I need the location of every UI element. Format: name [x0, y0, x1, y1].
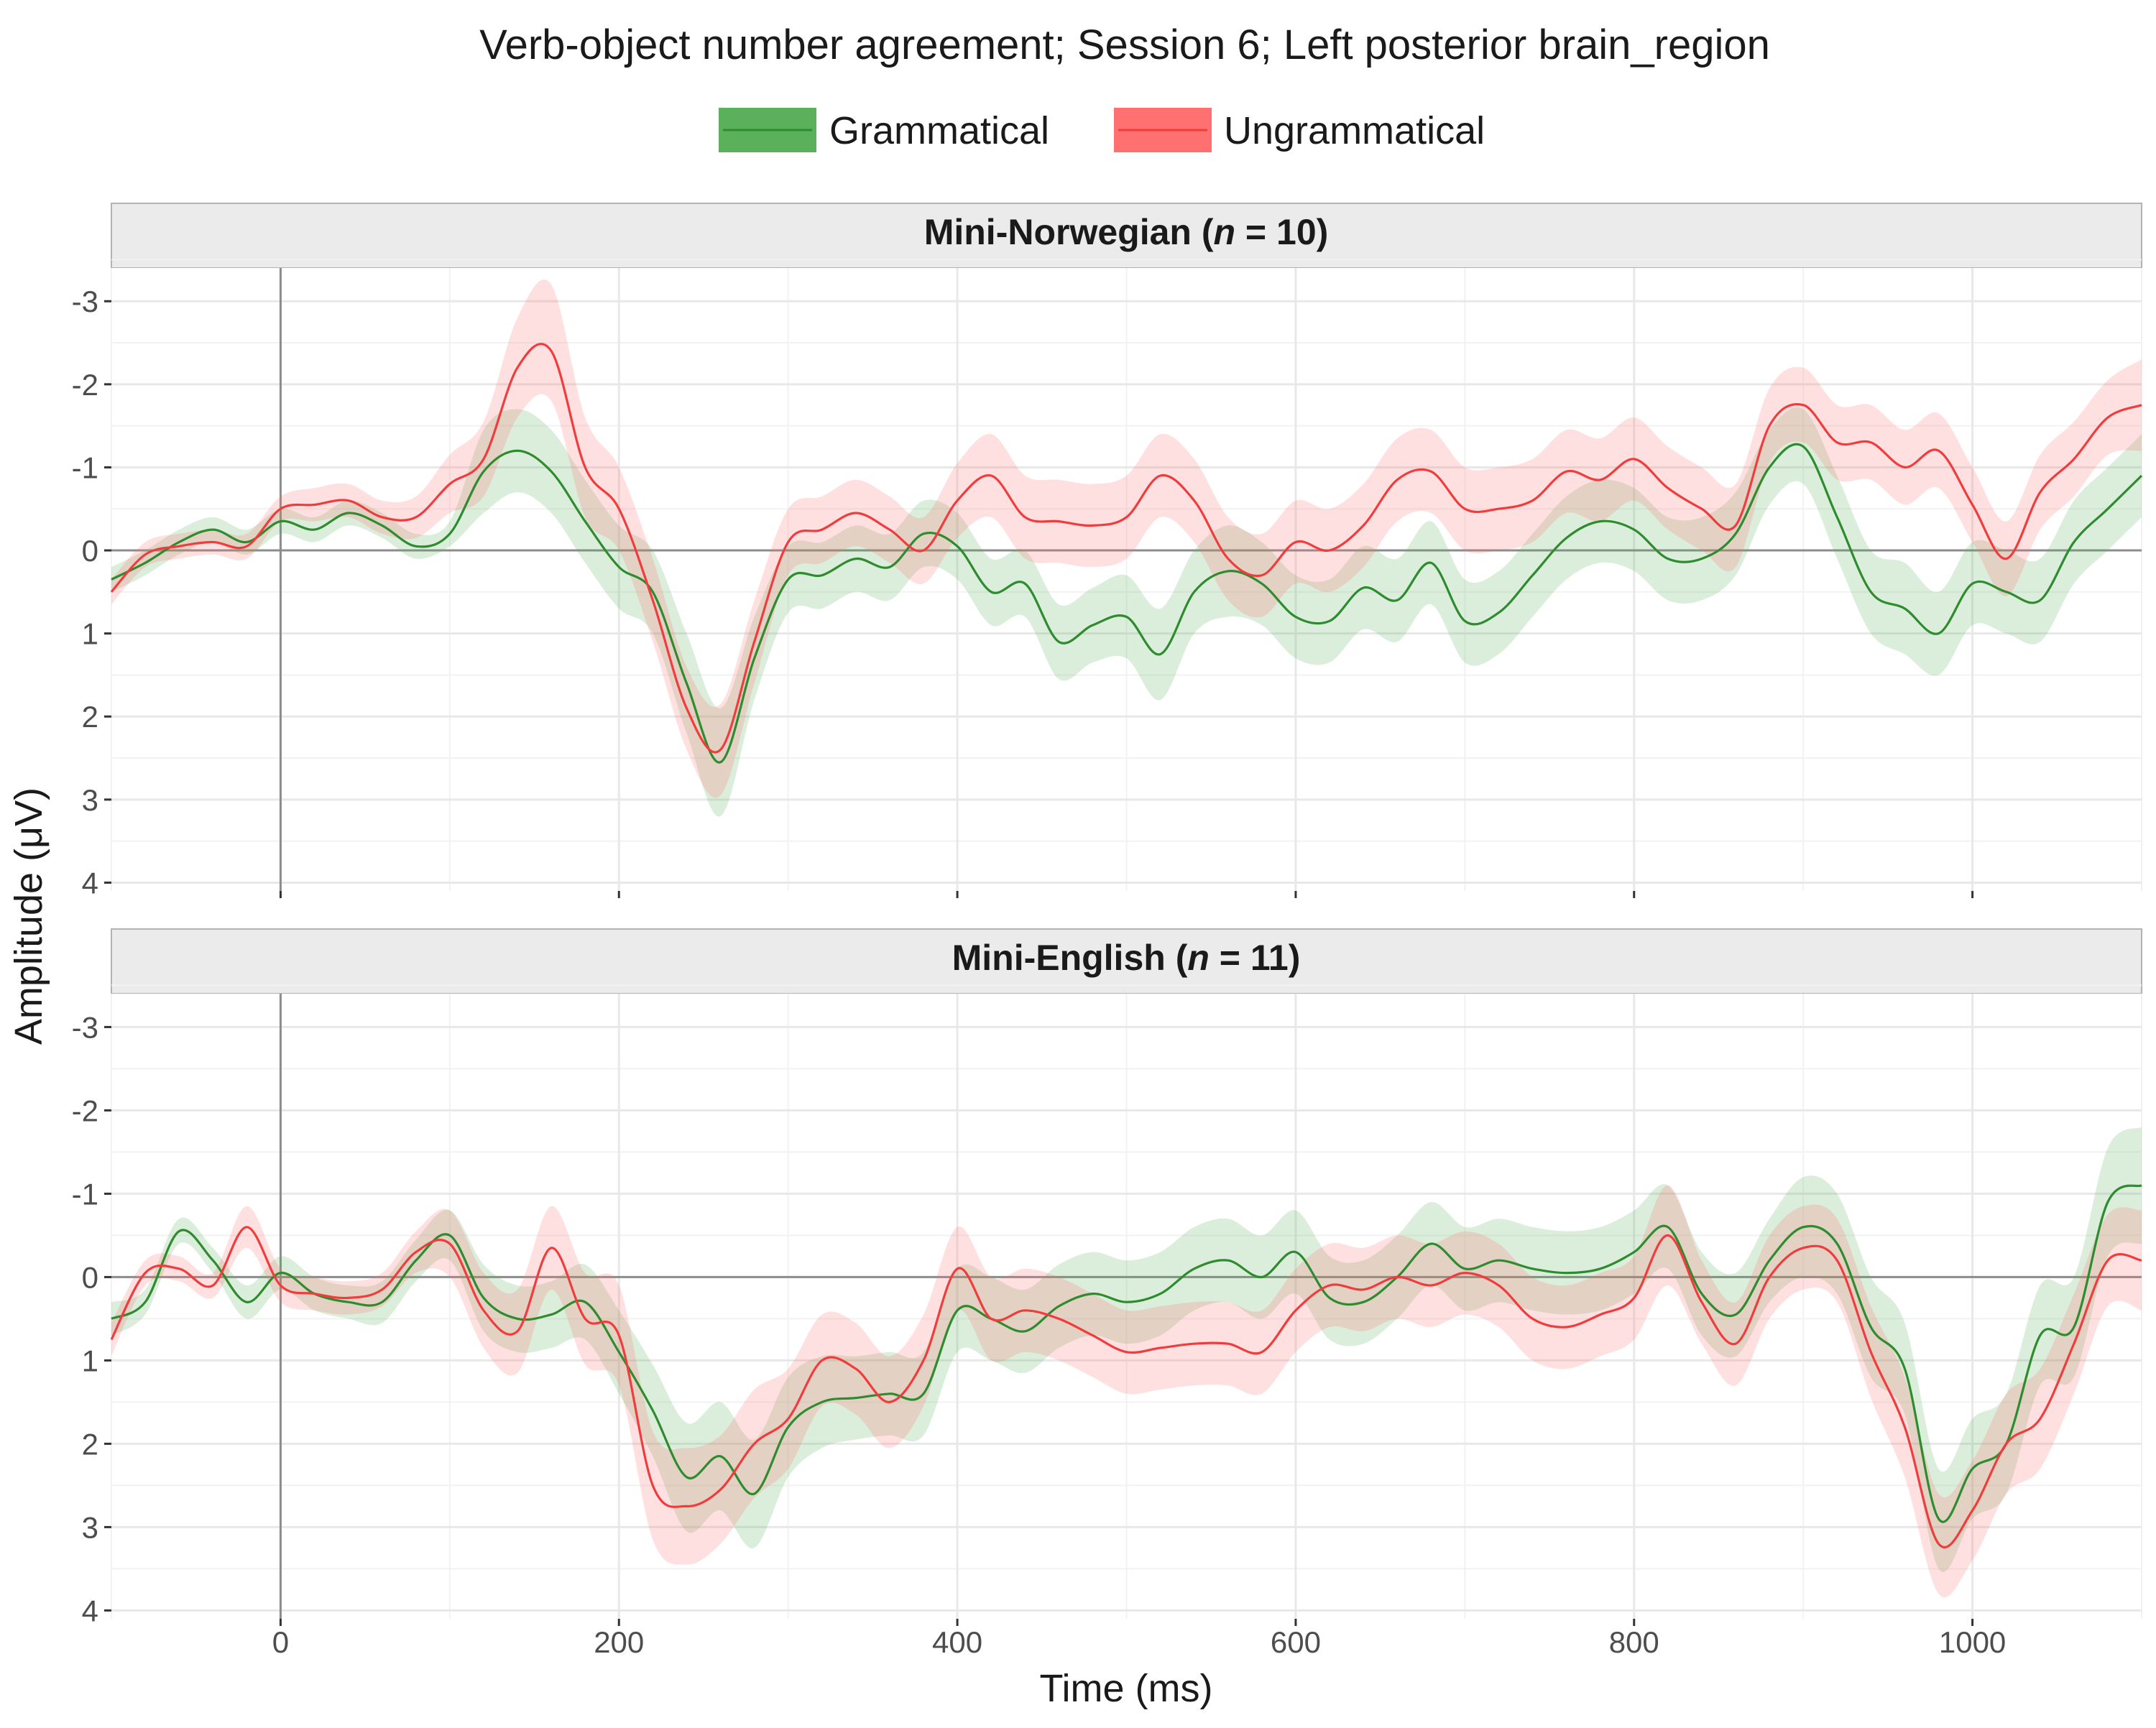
panel-strip-english: Mini-English (n = 11): [111, 928, 2142, 994]
x-tick-label: 400: [932, 1625, 982, 1659]
y-tick-label: 4: [82, 866, 98, 900]
x-tick-label: 0: [272, 1625, 289, 1659]
y-tick-label: -2: [72, 368, 98, 402]
line-norwegian-grammatical: [111, 443, 2143, 764]
x-tick-label: 1000: [1939, 1625, 2006, 1659]
ribbon-norwegian-ungrammatical: [111, 279, 2142, 798]
y-tick-label: 0: [82, 1260, 98, 1294]
panel-title-norwegian: Mini-Norwegian (n = 10): [924, 212, 1329, 252]
x-tick-label: 800: [1609, 1625, 1659, 1659]
line-norwegian-ungrammatical: [110, 343, 2142, 754]
y-tick-label: 2: [82, 1427, 98, 1461]
legend-item-ungrammatical: Ungrammatical: [1114, 108, 1485, 152]
ribbon-english-ungrammatical: [111, 1185, 2142, 1598]
line-english-ungrammatical: [110, 1226, 2142, 1548]
panel-english: -3 -2 -1 0 1 2 3 4 0 200 400 600 800 1000: [72, 984, 2142, 1659]
legend: Grammatical Ungrammatical: [719, 108, 1485, 152]
y-tick-label: -2: [72, 1094, 98, 1127]
x-tick-label: 200: [594, 1625, 644, 1659]
y-tick-label: 1: [82, 617, 98, 651]
panel-norwegian: -3 -2 -1 0 1 2 3 4: [72, 259, 2143, 900]
panel-title-english: Mini-English (n = 11): [952, 938, 1301, 978]
y-tick-label: -1: [72, 451, 98, 484]
y-tick-label: 2: [82, 700, 98, 734]
x-tick-label: 600: [1271, 1625, 1321, 1659]
ribbon-norwegian-grammatical: [111, 407, 2142, 817]
panel-strip-norwegian: Mini-Norwegian (n = 10): [111, 203, 2142, 269]
x-axis-title: Time (ms): [1040, 1667, 1213, 1710]
y-tick-label: -3: [72, 1010, 98, 1044]
chart-title: Verb-object number agreement; Session 6;…: [479, 22, 1770, 68]
y-tick-label: 3: [82, 783, 98, 817]
y-tick-label: 4: [82, 1594, 98, 1627]
line-english-grammatical: [111, 1184, 2142, 1523]
y-tick-label: 1: [82, 1344, 98, 1377]
y-tick-label: -3: [72, 285, 98, 318]
legend-label-ungrammatical: Ungrammatical: [1224, 109, 1485, 152]
y-tick-label: 0: [82, 534, 98, 568]
y-tick-label: -1: [72, 1177, 98, 1211]
ribbon-english-grammatical: [111, 1127, 2142, 1573]
legend-label-grammatical: Grammatical: [829, 109, 1049, 152]
y-axis-title: Amplitude (μV): [7, 787, 50, 1045]
y-tick-label: 3: [82, 1510, 98, 1544]
legend-item-grammatical: Grammatical: [719, 108, 1049, 152]
